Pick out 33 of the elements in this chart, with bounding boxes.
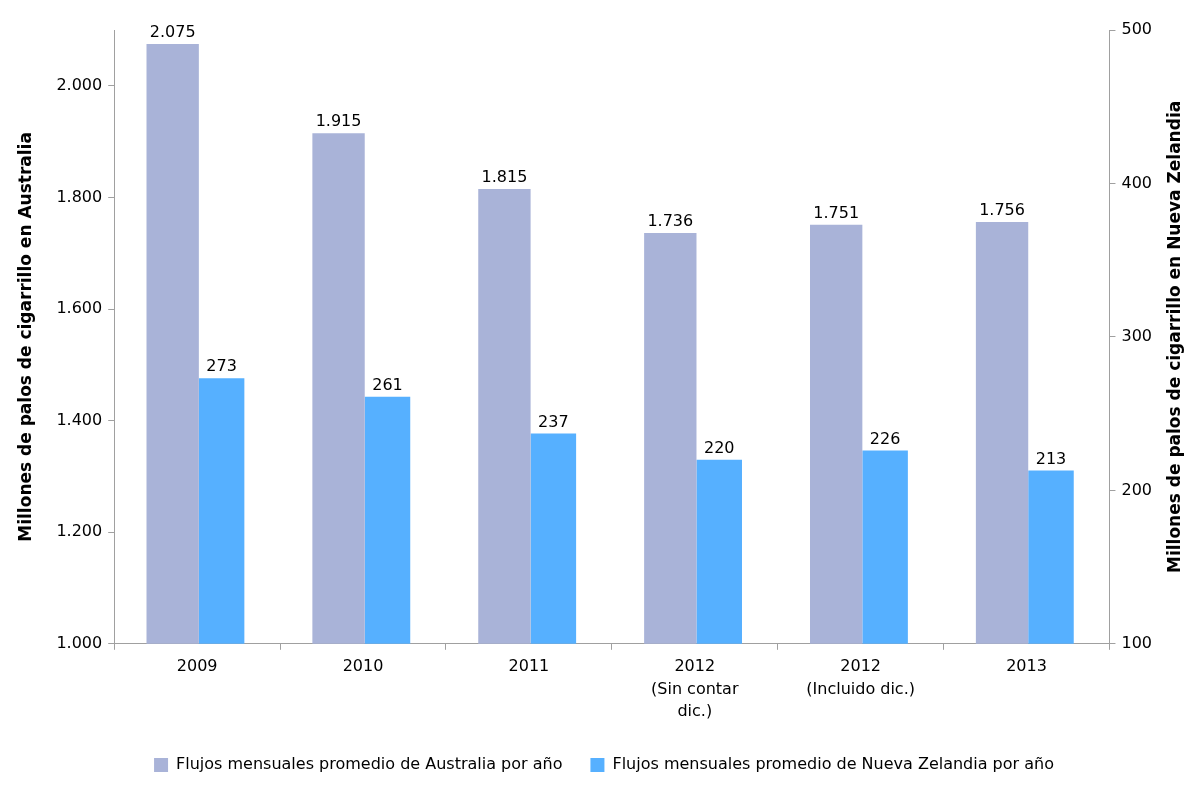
data-label: 261 [372, 374, 403, 394]
legend-label: Flujos mensuales promedio de Nueva Zelandia por año [612, 754, 1054, 774]
y2-tick-label: 500 [1121, 19, 1153, 39]
y-tick-label: 1.000 [56, 632, 103, 652]
y-tick-label: 2.000 [56, 74, 103, 94]
x-tick-label: 2012 (Incluido dic.) [806, 656, 915, 698]
y2-tick-label: 200 [1121, 479, 1153, 499]
y2-tick-label: 400 [1121, 172, 1153, 192]
y-tick-label: 1.400 [56, 409, 103, 429]
data-label: 237 [538, 411, 569, 431]
data-label: 1.736 [647, 211, 694, 231]
data-label: 1.751 [813, 202, 860, 222]
data-label: 213 [1035, 448, 1067, 468]
y2-axis-title: Millones de palos de cigarrillo en Nueva Zelandia [1164, 100, 1185, 573]
x-tick-label: 2009 [176, 656, 218, 676]
y-axis-title: Millones de palos de cigarrillo en Australia [14, 132, 35, 542]
data-label: 1.756 [979, 200, 1025, 220]
x-tick-label: 2010 [342, 656, 384, 676]
data-label: 220 [703, 437, 735, 457]
y-tick-label: 1.800 [56, 186, 103, 206]
data-label: 273 [206, 356, 237, 376]
y2-tick-label: 100 [1121, 632, 1153, 652]
y-tick-label: 1.600 [56, 298, 103, 318]
x-tick-label: 2011 [508, 656, 550, 676]
y-tick-label: 1.200 [56, 521, 103, 541]
data-label: 226 [869, 428, 901, 448]
x-tick-label: 2012 (Sin contar dic.) [651, 656, 739, 720]
x-tick-label: 2013 [1006, 656, 1047, 676]
legend-label: Flujos mensuales promedio de Australia por año [176, 754, 563, 774]
data-label: 1.915 [315, 111, 362, 131]
data-label: 2.075 [149, 22, 196, 42]
data-label: 1.815 [481, 167, 528, 187]
y2-tick-label: 300 [1121, 326, 1153, 346]
